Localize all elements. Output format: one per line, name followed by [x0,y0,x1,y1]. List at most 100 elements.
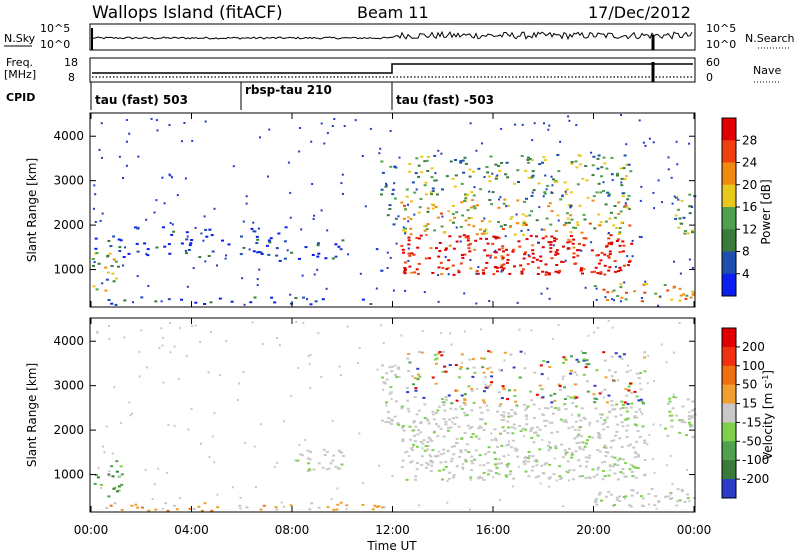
velocity-cell [506,432,510,434]
power-cell [475,302,478,305]
velocity-cell [425,462,429,464]
power-cell [678,287,682,290]
velocity-cell [400,334,403,337]
velocity-cell [592,331,595,334]
velocity-cell [464,449,468,452]
power-cell [517,181,520,183]
velocity-cell [506,420,510,423]
velocity-cell [489,383,493,386]
velocity-cell [161,344,164,347]
power-cell [612,289,616,292]
velocity-cell [597,466,601,469]
power-cell [317,252,321,255]
power-cell [241,277,244,280]
power-cell [434,206,438,208]
power-cell [484,228,488,231]
power-cell [225,254,228,257]
power-cell [491,172,494,175]
power-cell [543,191,547,194]
velocity-cell [650,488,654,490]
velocity-cell [210,330,212,333]
velocity-cell [507,443,511,446]
power-cell [190,239,194,241]
power-cell [548,202,552,205]
power-cell [479,228,482,231]
power-cell [504,235,507,238]
power-cell [485,166,489,168]
colorbar-tick-label: 4 [742,267,750,281]
power-cell [616,172,619,175]
power-cell [410,252,414,255]
power-cell [613,205,617,207]
power-cell [265,244,269,247]
power-cell [564,259,567,262]
velocity-cell [579,426,582,429]
power-cell [567,238,571,241]
velocity-cell [117,485,121,488]
power-cell [156,129,159,132]
velocity-cell [578,446,582,449]
power-cell [609,211,613,214]
velocity-cell [134,503,138,506]
power-cell [341,193,344,195]
velocity-cell [485,386,489,389]
velocity-cell [408,455,411,457]
power-cell [455,226,458,229]
velocity-cell [488,366,492,369]
power-cell [136,250,140,253]
velocity-cell [486,461,490,464]
velocity-cell [508,473,512,476]
velocity-cell [624,388,628,391]
velocity-cell [131,412,134,415]
colorbar-swatch [722,273,736,297]
power-cell [615,174,619,177]
power-cell [380,193,383,196]
power-cell [486,242,490,245]
power-cell [459,226,463,228]
colorbar-tick-label: -50 [742,434,762,448]
colorbar-tick-label: 16 [742,200,757,214]
velocity-cell [93,482,97,485]
power-cell [557,170,561,173]
velocity-cell [533,417,536,420]
power-cell [240,235,243,238]
velocity-cell [496,410,500,413]
velocity-cell [583,445,587,448]
power-cell [574,160,578,163]
power-cell [340,182,343,185]
velocity-cell [510,415,513,418]
power-cell [385,184,388,187]
power-cell [462,234,466,237]
power-cell [473,186,476,189]
power-cell [618,244,622,247]
power-cell [600,175,603,178]
power-cell [403,204,406,207]
power-cell [333,118,336,120]
power-cell [516,169,520,172]
velocity-cell [546,361,550,363]
power-cell [625,163,629,166]
x-tick-label: 08:00 [275,523,310,537]
colorbar-swatch [722,251,736,275]
power-scatter [91,114,697,307]
velocity-cell [669,493,672,496]
velocity-cell [527,475,531,478]
power-cell [430,193,433,195]
velocity-cell [385,372,389,375]
power-cell [552,178,555,181]
velocity-cell [401,459,405,462]
velocity-cell [97,466,100,469]
power-cell [497,236,501,239]
power-cell [600,166,604,169]
velocity-cell [469,508,471,511]
power-cell [412,253,416,256]
power-cell [486,254,489,257]
velocity-cell [670,414,674,417]
power-cell [566,217,570,220]
velocity-cell [467,385,471,388]
power-cell [171,223,174,226]
colorbar-tick-label: 12 [742,222,757,236]
velocity-cell [406,357,410,360]
power-cell [114,260,118,263]
power-cell [515,213,518,216]
